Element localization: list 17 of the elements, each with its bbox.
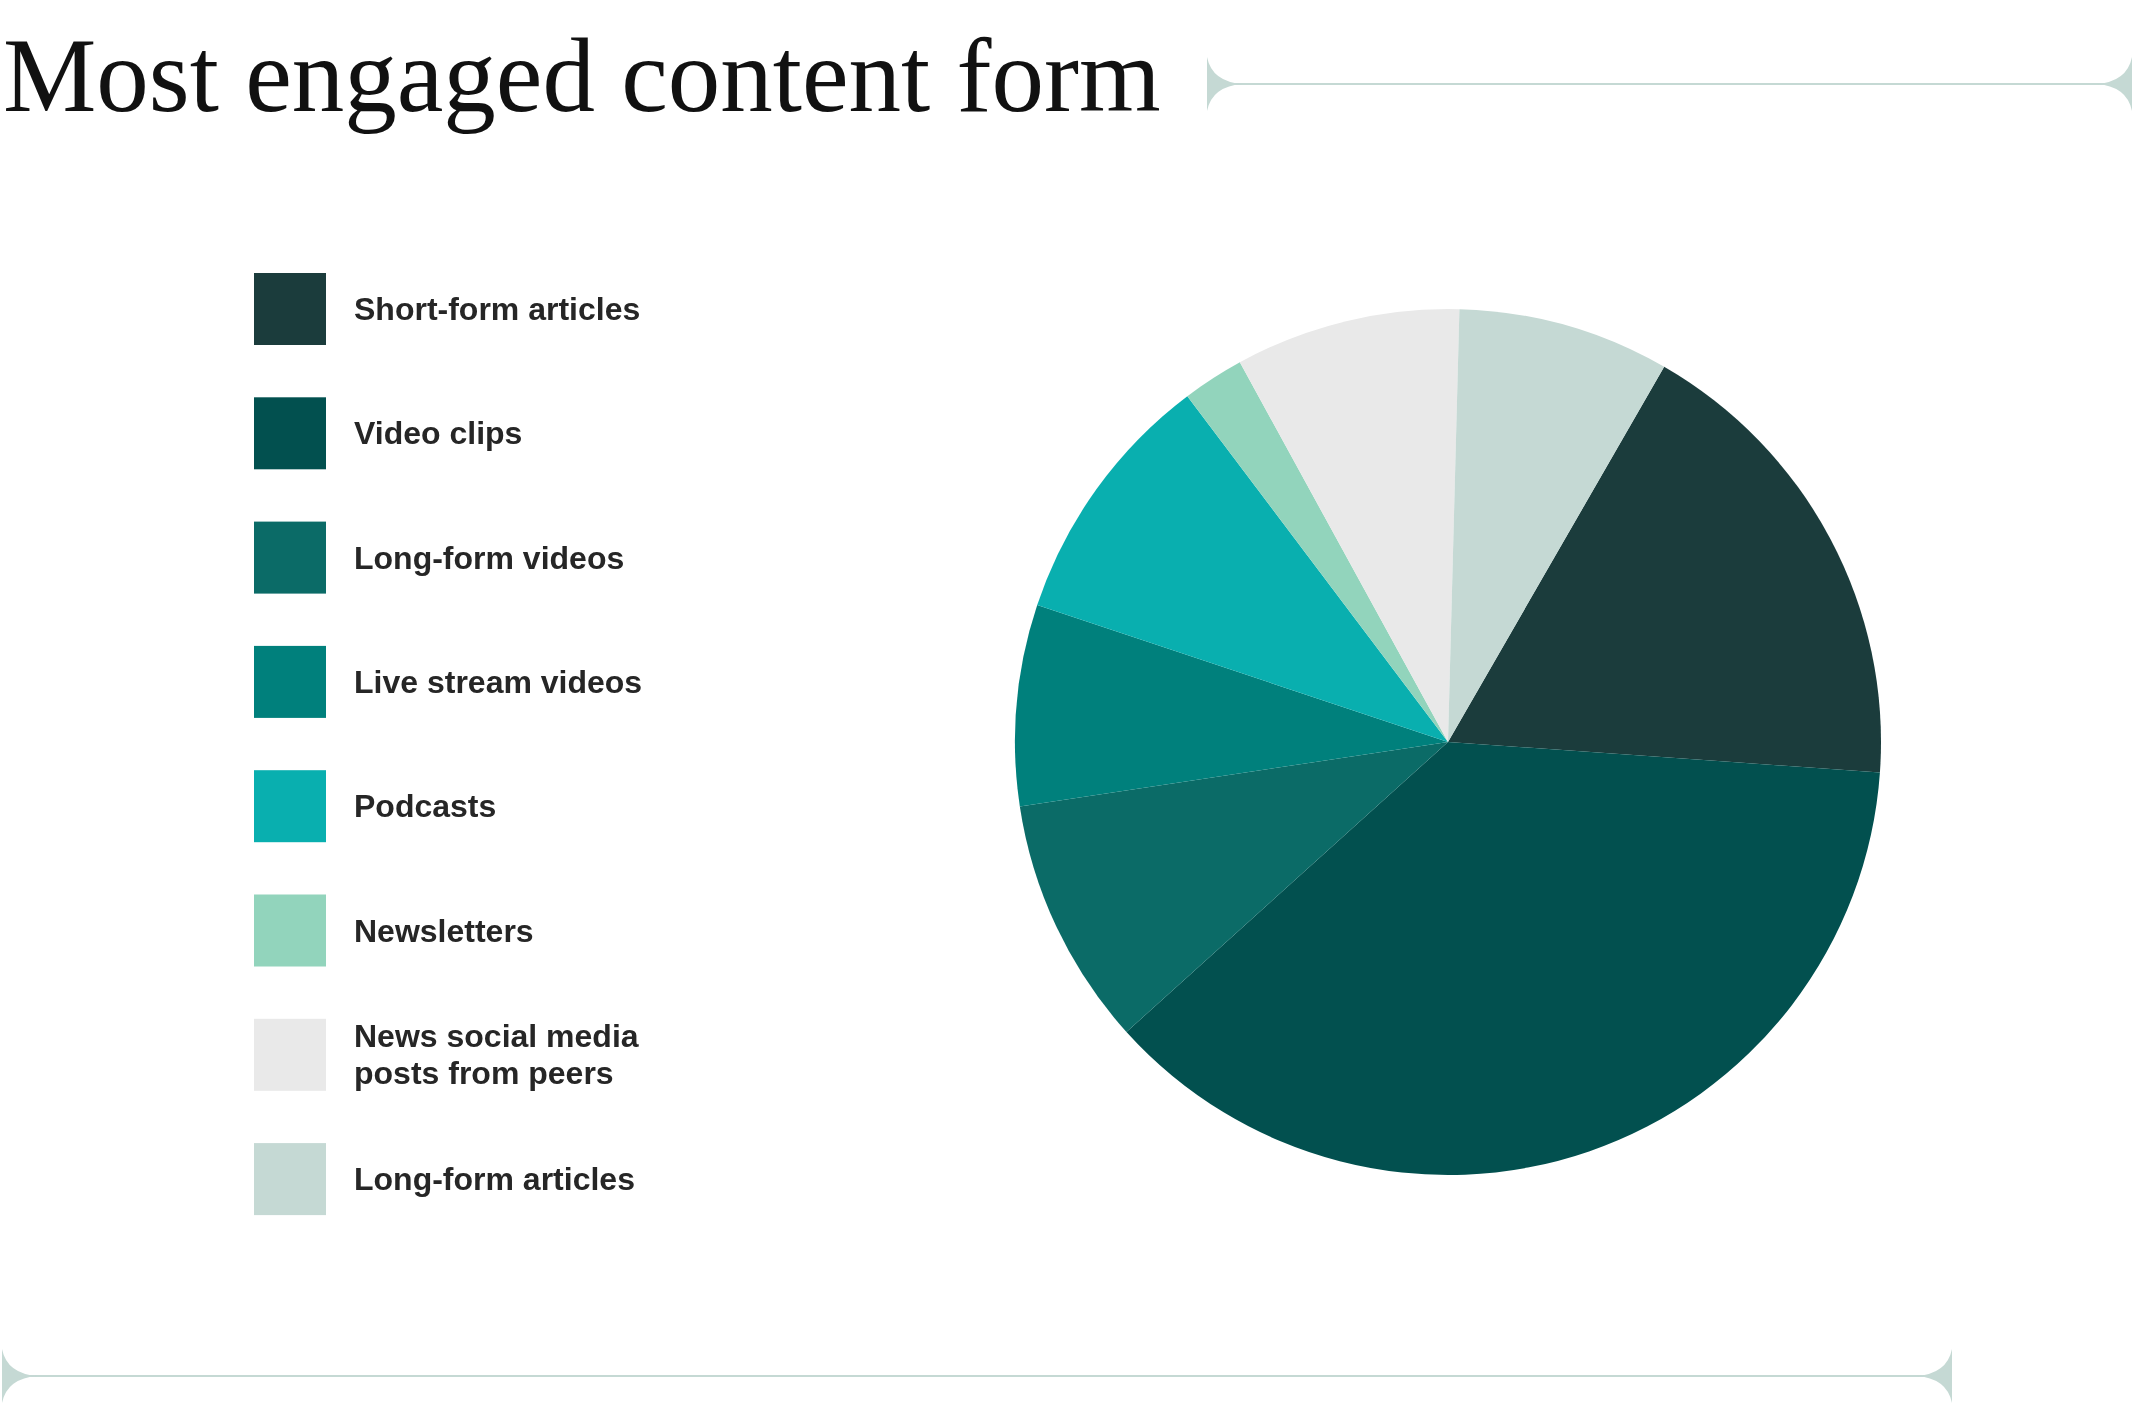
legend-label: Video clips [354,415,523,452]
legend-label: Long-form videos [354,539,625,576]
pie-slice [1126,742,1880,1175]
legend-label: Short-form articles [354,291,641,327]
chart-title: Most engaged content form [3,17,1161,134]
legend-label: Podcasts [354,788,497,825]
pie-slice [1037,396,1448,742]
legend-label: Newsletters [354,912,534,949]
legend-label: News social media posts from peers [354,1018,639,1092]
legend-label: Live stream videos [354,663,643,700]
pie-slice [1019,742,1448,1033]
pie-slice [1239,309,1460,742]
pie-slice [1448,309,1665,742]
legend-label: Long-form articles [354,1161,635,1198]
pie-slice [1015,605,1448,807]
pie-slice [1187,362,1448,742]
pie-slice [1448,366,1881,773]
